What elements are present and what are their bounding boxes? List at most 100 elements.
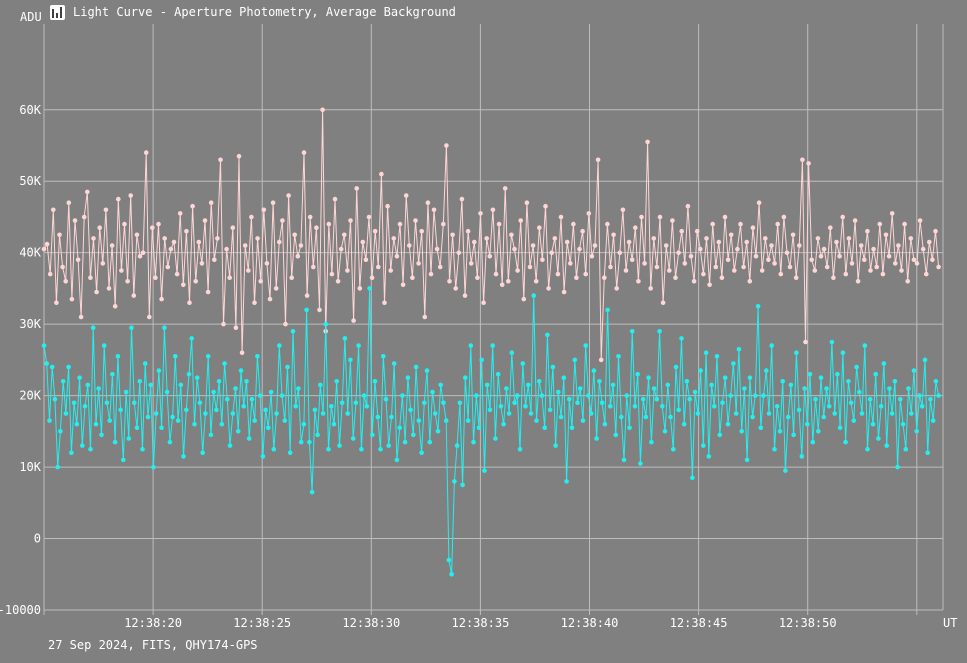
- data-point: [408, 407, 413, 413]
- data-point: [530, 243, 536, 248]
- data-point: [611, 232, 616, 238]
- data-point: [441, 221, 446, 227]
- data-point: [518, 218, 523, 223]
- data-point: [692, 389, 698, 395]
- data-point: [512, 400, 517, 406]
- data-point: [318, 382, 323, 388]
- data-point: [413, 364, 419, 370]
- data-point: [917, 218, 923, 223]
- data-point: [171, 239, 177, 245]
- data-point: [372, 379, 378, 384]
- data-point: [595, 157, 601, 163]
- data-point: [463, 375, 468, 381]
- data-point: [867, 396, 873, 402]
- data-point: [165, 264, 171, 270]
- y-tick-label: 0: [34, 532, 41, 546]
- data-point: [747, 375, 753, 381]
- data-point: [471, 439, 476, 445]
- data-point: [57, 232, 62, 238]
- data-point: [411, 432, 416, 438]
- data-point: [55, 464, 60, 470]
- data-point: [654, 264, 660, 270]
- data-point: [569, 425, 575, 431]
- data-point: [202, 218, 208, 223]
- data-point: [363, 257, 369, 263]
- data-point: [437, 264, 443, 270]
- data-point: [449, 572, 454, 577]
- data-point: [301, 421, 307, 427]
- data-point: [80, 443, 85, 448]
- data-point: [450, 232, 455, 238]
- series-line: [43, 288, 940, 575]
- data-point: [886, 253, 892, 259]
- data-point: [564, 479, 569, 484]
- data-point: [110, 371, 115, 377]
- data-point: [799, 454, 805, 459]
- data-point: [633, 225, 638, 230]
- data-point: [400, 393, 405, 398]
- data-point: [474, 393, 479, 398]
- data-point: [809, 257, 814, 263]
- data-point: [785, 414, 791, 420]
- data-point: [703, 350, 709, 356]
- data-point: [580, 228, 585, 234]
- data-point: [424, 368, 430, 373]
- data-point: [289, 275, 295, 281]
- data-point: [643, 414, 649, 420]
- data-point: [394, 457, 400, 463]
- data-point: [800, 157, 805, 163]
- data-point: [824, 264, 830, 270]
- data-point: [909, 411, 914, 416]
- data-point: [580, 418, 586, 423]
- x-tick-label: 12:38:45: [670, 616, 728, 630]
- data-point: [903, 446, 909, 452]
- data-point: [712, 404, 717, 409]
- data-point: [307, 439, 312, 445]
- data-point: [849, 261, 855, 266]
- data-point: [682, 261, 688, 266]
- data-point: [553, 443, 558, 448]
- data-point: [285, 364, 290, 370]
- data-point: [899, 268, 904, 273]
- data-point: [484, 236, 490, 241]
- data-point: [735, 246, 740, 252]
- data-point: [725, 257, 731, 263]
- data-point: [927, 239, 932, 245]
- data-point: [543, 203, 548, 209]
- data-point: [498, 404, 504, 409]
- data-point: [197, 400, 203, 406]
- data-point: [893, 261, 898, 266]
- data-point: [930, 418, 936, 423]
- data-point: [482, 468, 487, 473]
- data-point: [523, 404, 528, 409]
- data-point: [403, 193, 409, 198]
- data-point: [610, 382, 616, 388]
- data-point: [794, 350, 799, 356]
- data-point: [714, 354, 720, 359]
- data-point: [99, 432, 104, 438]
- data-point: [722, 375, 728, 381]
- data-point: [602, 275, 607, 281]
- data-point: [255, 354, 260, 359]
- data-point: [848, 400, 854, 406]
- data-point: [252, 300, 257, 306]
- data-point: [115, 354, 121, 359]
- data-point: [728, 393, 733, 398]
- data-point: [632, 404, 638, 409]
- data-point: [884, 443, 889, 448]
- data-point: [329, 404, 334, 409]
- light-curve-app-icon[interactable]: [50, 4, 65, 20]
- data-point: [509, 350, 515, 356]
- data-point: [385, 203, 390, 209]
- data-point: [323, 321, 329, 327]
- data-point: [361, 393, 367, 398]
- data-point: [645, 139, 650, 145]
- data-point: [713, 264, 719, 270]
- data-point: [638, 461, 643, 466]
- data-point: [372, 228, 378, 234]
- data-point: [504, 386, 509, 391]
- data-point: [454, 443, 460, 448]
- data-point: [78, 314, 84, 320]
- data-point: [203, 411, 208, 416]
- data-point: [255, 236, 260, 241]
